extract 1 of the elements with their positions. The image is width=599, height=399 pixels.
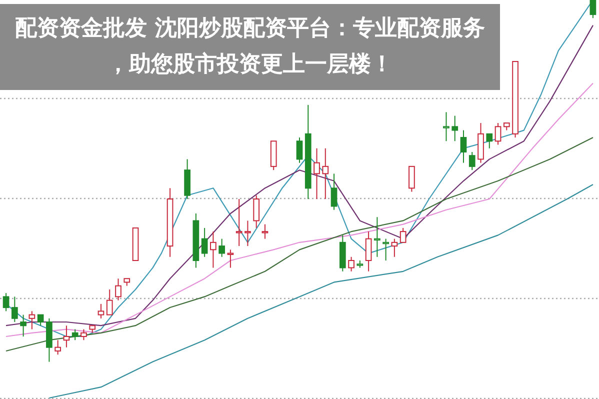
text: 配资资金批发 沈阳炒股配资平台：专业配资服务，助您股市投资更上一层楼！ <box>14 15 486 79</box>
